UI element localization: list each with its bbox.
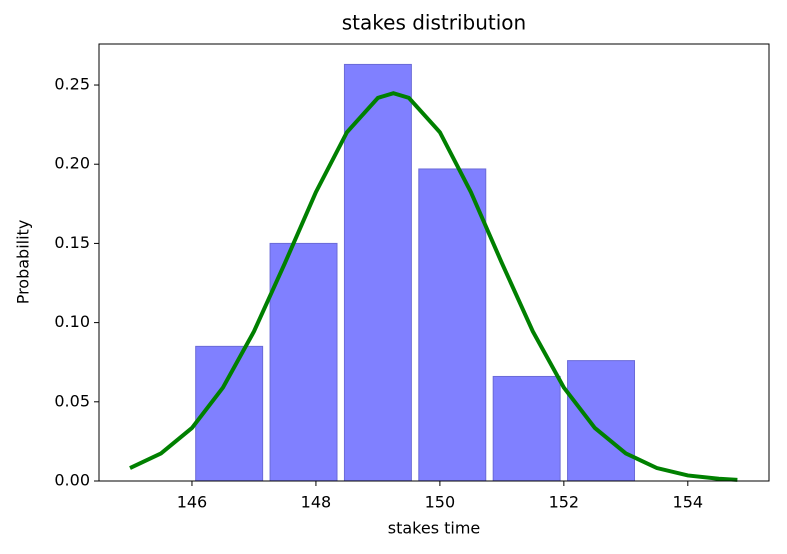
fit-curve	[129, 91, 738, 482]
chart-title: stakes distribution	[342, 11, 526, 35]
y-tick-label: 0.20	[54, 154, 90, 173]
y-tick-label: 0.15	[54, 233, 90, 252]
y-tick-label: 0.25	[54, 75, 90, 94]
x-tick-label: 146	[177, 493, 208, 512]
x-axis-label: stakes time	[388, 519, 481, 538]
y-axis-label: Probability	[14, 220, 33, 305]
bar	[418, 168, 487, 482]
y-tick-label: 0.10	[54, 312, 90, 331]
bar	[567, 360, 636, 482]
x-tick-label: 150	[425, 493, 456, 512]
x-tick-label: 148	[301, 493, 332, 512]
x-tick-label: 154	[673, 493, 704, 512]
plot-frame	[98, 43, 770, 482]
bar	[343, 63, 412, 482]
bar	[269, 242, 338, 482]
bar	[195, 345, 264, 482]
x-tick-label: 152	[549, 493, 580, 512]
bar	[492, 375, 561, 482]
y-tick-label: 0.00	[54, 471, 90, 490]
y-tick-label: 0.05	[54, 391, 90, 410]
